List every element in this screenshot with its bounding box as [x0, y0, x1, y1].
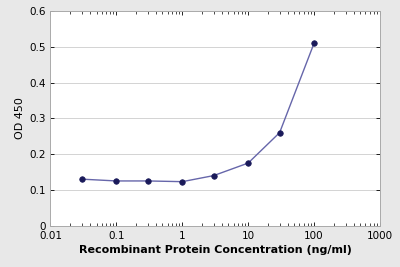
Y-axis label: OD 450: OD 450: [15, 97, 25, 139]
X-axis label: Recombinant Protein Concentration (ng/ml): Recombinant Protein Concentration (ng/ml…: [79, 245, 352, 255]
